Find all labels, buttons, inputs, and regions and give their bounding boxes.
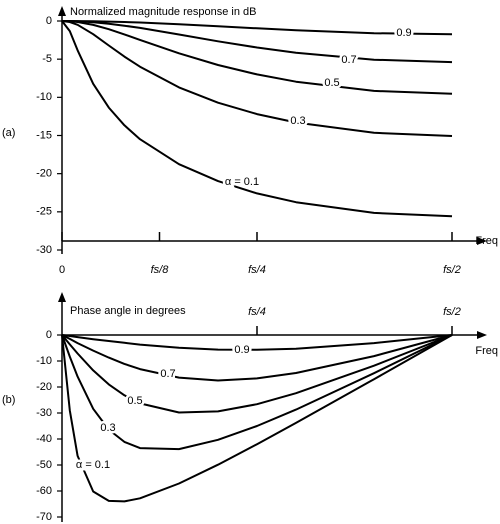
x-tick-label: fs/8 — [151, 264, 170, 276]
curve-label: 0.9 — [396, 27, 411, 39]
curve — [61, 20, 453, 64]
y-tick-label: -10 — [36, 91, 52, 103]
y-tick-label: -30 — [36, 407, 52, 419]
y-tick-label: -50 — [36, 459, 52, 471]
curve-label: 0.7 — [160, 368, 175, 380]
x-axis-label: Freq — [475, 345, 498, 357]
x-tick-label: fs/2 — [443, 306, 461, 318]
y-axis-arrow — [58, 292, 66, 302]
curve-label: 0.5 — [324, 77, 339, 89]
y-tick-label: -15 — [36, 129, 52, 141]
y-tick-label: 0 — [46, 15, 52, 27]
curve-label: 0.9 — [234, 344, 249, 356]
curve — [61, 334, 453, 414]
y-tick-label: -40 — [36, 433, 52, 445]
y-tick-label: -70 — [36, 511, 52, 523]
chart-title: Phase angle in degrees — [70, 305, 186, 317]
chart-title: Normalized magnitude response in dB — [70, 6, 257, 18]
y-axis-arrow — [58, 6, 66, 16]
curve — [61, 20, 453, 95]
curve — [61, 334, 453, 351]
x-tick-label: 0 — [59, 264, 65, 276]
x-axis-arrow — [477, 331, 487, 339]
curve — [61, 334, 453, 382]
curve — [61, 20, 453, 137]
curve — [61, 334, 453, 451]
x-tick-label: fs/4 — [248, 264, 266, 276]
curve-label: 0.3 — [100, 422, 115, 434]
y-tick-label: -30 — [36, 244, 52, 256]
x-tick-label: fs/2 — [443, 264, 461, 276]
curve — [61, 334, 453, 503]
curve-label: 0.7 — [341, 54, 356, 66]
y-tick-label: -10 — [36, 355, 52, 367]
panel-label: (b) — [2, 394, 15, 406]
y-tick-label: -60 — [36, 485, 52, 497]
y-tick-label: -5 — [42, 53, 52, 65]
curve-label: 0.3 — [290, 115, 305, 127]
y-tick-label: -25 — [36, 206, 52, 218]
panel-label: (a) — [2, 127, 15, 139]
curve-label: α = 0.1 — [76, 459, 110, 471]
y-tick-label: 0 — [46, 329, 52, 341]
curve-label: 0.5 — [127, 395, 142, 407]
curve — [61, 20, 453, 218]
y-tick-label: -20 — [36, 381, 52, 393]
x-axis-label: Freq — [475, 235, 498, 247]
y-tick-label: -20 — [36, 168, 52, 180]
curve-label: α = 0.1 — [225, 176, 259, 188]
x-tick-label: fs/4 — [248, 306, 266, 318]
x-axis-arrow — [477, 237, 487, 245]
